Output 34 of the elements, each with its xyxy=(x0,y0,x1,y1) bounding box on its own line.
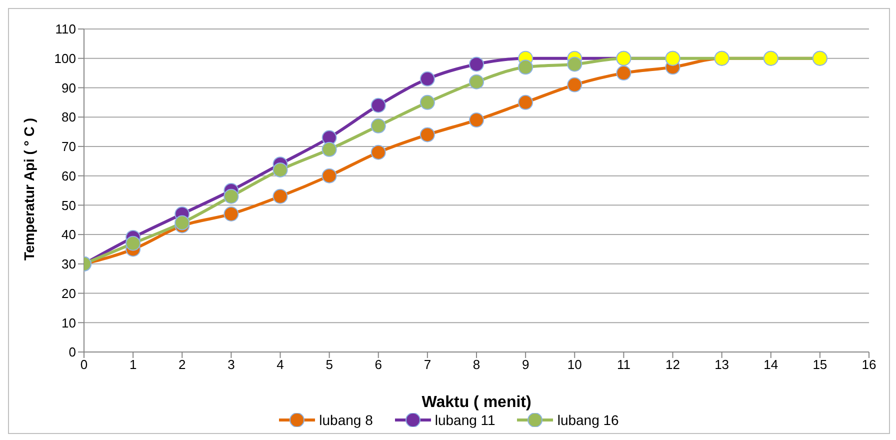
x-tick-label: 14 xyxy=(764,357,778,372)
y-axis-title: Temperatur Api ( ° C ) xyxy=(20,118,37,260)
y-tick-label: 50 xyxy=(62,198,76,213)
y-tick-label: 60 xyxy=(62,168,76,184)
y-tick-label: 90 xyxy=(62,80,76,96)
y-tick-label: 20 xyxy=(62,286,76,301)
y-tick-label: 40 xyxy=(62,227,76,242)
x-tick-label: 0 xyxy=(80,357,88,372)
x-tick-label: 2 xyxy=(178,357,186,372)
x-tick-label: 11 xyxy=(616,357,630,372)
legend-label: lubang 8 xyxy=(319,412,373,428)
x-tick-label: 16 xyxy=(862,357,876,372)
y-tick-label: 30 xyxy=(62,256,76,272)
x-tick-label: 12 xyxy=(666,357,680,372)
y-tick-label: 80 xyxy=(62,110,76,125)
x-tick-label: 5 xyxy=(326,357,333,372)
y-tick-label: 100 xyxy=(54,50,76,66)
legend-label: lubang 16 xyxy=(557,412,619,428)
x-tick-label: 3 xyxy=(228,357,235,372)
x-tick-label: 15 xyxy=(812,357,828,372)
x-tick-label: 8 xyxy=(472,357,480,372)
x-tick-label: 6 xyxy=(374,357,382,372)
x-tick-label: 1 xyxy=(129,357,137,372)
x-tick-label: 13 xyxy=(714,357,730,372)
y-tick-label: 110 xyxy=(55,22,76,37)
x-axis-title: Waktu ( menit) xyxy=(422,394,532,411)
y-tick-label: 10 xyxy=(62,315,76,330)
legend-label: lubang 11 xyxy=(434,412,496,428)
x-tick-label: 10 xyxy=(567,357,582,372)
x-tick-label: 7 xyxy=(424,357,432,372)
x-tick-label: 9 xyxy=(522,357,530,372)
y-tick-label: 70 xyxy=(62,139,76,154)
y-tick-label: 0 xyxy=(68,344,76,360)
x-tick-label: 4 xyxy=(276,357,284,372)
